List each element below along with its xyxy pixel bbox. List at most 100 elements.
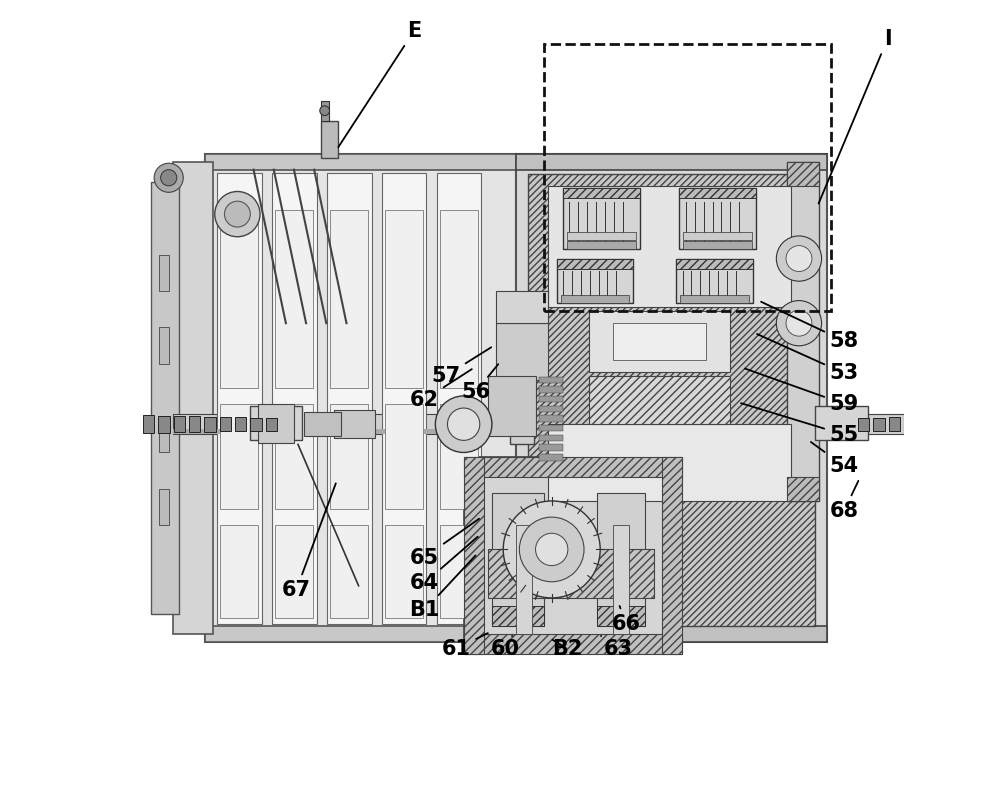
Text: E: E xyxy=(338,21,421,147)
Bar xyxy=(683,232,752,240)
Bar xyxy=(935,416,946,432)
Text: 67: 67 xyxy=(282,483,336,600)
Bar xyxy=(275,404,313,509)
Bar xyxy=(151,182,179,614)
Bar xyxy=(488,376,536,436)
Bar xyxy=(217,173,262,624)
Circle shape xyxy=(320,106,330,116)
Bar xyxy=(662,457,682,654)
Bar xyxy=(561,295,629,303)
Bar xyxy=(919,417,931,431)
Circle shape xyxy=(519,517,584,582)
Circle shape xyxy=(154,163,183,192)
Circle shape xyxy=(786,310,812,336)
Bar xyxy=(220,417,231,431)
Bar xyxy=(382,173,426,624)
Bar xyxy=(539,425,563,431)
Bar xyxy=(205,154,516,642)
Text: 62: 62 xyxy=(410,369,472,410)
Circle shape xyxy=(503,501,600,598)
Bar xyxy=(492,606,544,626)
Text: B1: B1 xyxy=(410,556,475,620)
Bar xyxy=(858,418,869,431)
Bar xyxy=(205,626,516,642)
Bar xyxy=(330,210,368,388)
Bar xyxy=(272,173,317,624)
Bar xyxy=(889,417,900,431)
Bar xyxy=(143,415,154,433)
Bar xyxy=(385,210,423,388)
Text: 53: 53 xyxy=(757,334,859,383)
Bar xyxy=(334,410,375,438)
Bar xyxy=(327,173,372,624)
Bar xyxy=(321,101,329,121)
Bar xyxy=(528,174,815,626)
Bar xyxy=(539,406,563,412)
Bar xyxy=(205,154,516,170)
Bar xyxy=(567,241,636,249)
Bar xyxy=(597,606,645,626)
Text: 59: 59 xyxy=(745,368,859,414)
Bar xyxy=(819,414,904,434)
Bar xyxy=(464,457,682,654)
Circle shape xyxy=(435,396,492,452)
Circle shape xyxy=(776,236,822,281)
Bar xyxy=(330,525,368,618)
Circle shape xyxy=(447,408,480,440)
Bar xyxy=(275,525,313,618)
Bar xyxy=(680,295,749,303)
Bar xyxy=(464,457,484,654)
Bar xyxy=(815,406,868,440)
Text: 61: 61 xyxy=(442,633,488,659)
Bar xyxy=(676,259,753,303)
Bar xyxy=(557,259,633,269)
Bar xyxy=(539,415,563,422)
Bar xyxy=(174,416,185,432)
Bar xyxy=(220,210,258,388)
Bar xyxy=(589,311,730,372)
Bar xyxy=(539,454,563,461)
Bar xyxy=(440,525,478,618)
Bar xyxy=(544,44,831,311)
Bar xyxy=(787,162,819,186)
Bar xyxy=(597,493,645,626)
Bar xyxy=(464,457,682,477)
Bar xyxy=(250,406,302,440)
Bar xyxy=(385,525,423,618)
Bar xyxy=(539,435,563,441)
Bar xyxy=(385,404,423,509)
Bar xyxy=(220,525,258,618)
Bar xyxy=(516,626,827,642)
Bar xyxy=(548,424,791,501)
Bar xyxy=(321,121,338,158)
Bar xyxy=(676,259,753,269)
Bar xyxy=(464,634,682,654)
Bar xyxy=(275,210,313,388)
Bar xyxy=(965,415,977,433)
Bar xyxy=(563,188,640,249)
Bar xyxy=(496,291,548,323)
Text: B2: B2 xyxy=(552,639,583,659)
Bar xyxy=(516,154,827,170)
Circle shape xyxy=(215,191,260,237)
Bar xyxy=(304,412,341,436)
Bar xyxy=(510,356,534,444)
Bar xyxy=(488,549,654,598)
Bar xyxy=(613,323,706,360)
Bar xyxy=(683,241,752,249)
Bar xyxy=(539,377,563,383)
Bar xyxy=(189,416,200,432)
Text: 56: 56 xyxy=(461,364,498,402)
Bar xyxy=(492,493,544,626)
Bar xyxy=(158,415,170,433)
Bar xyxy=(787,477,819,501)
Bar xyxy=(330,404,368,509)
Bar xyxy=(250,418,262,431)
Bar xyxy=(437,173,481,624)
Text: 68: 68 xyxy=(830,481,859,520)
Text: 65: 65 xyxy=(410,519,479,567)
Bar xyxy=(159,489,169,525)
Bar xyxy=(496,323,548,380)
Bar xyxy=(589,376,730,424)
Bar xyxy=(220,404,258,509)
